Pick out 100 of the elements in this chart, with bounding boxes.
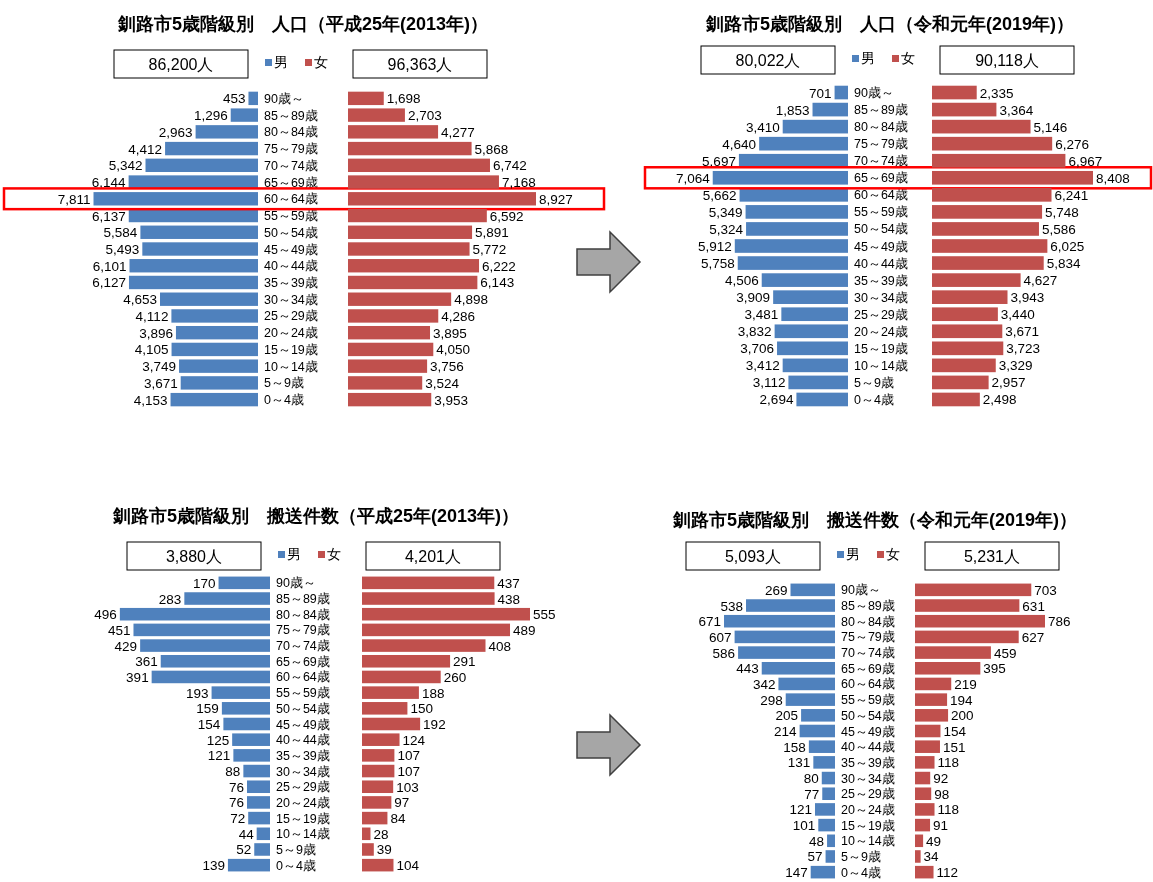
bar bbox=[801, 709, 835, 722]
text: 86,200人 bbox=[148, 56, 214, 73]
y-tick-label: 40～44歳 bbox=[264, 259, 318, 274]
y-tick-label: 5～9歳 bbox=[276, 842, 316, 857]
data-label: 104 bbox=[396, 858, 420, 874]
data-label: 200 bbox=[951, 708, 974, 724]
data-label: 4,506 bbox=[724, 273, 759, 289]
bar bbox=[348, 292, 452, 306]
data-label: 5,697 bbox=[702, 153, 736, 169]
data-label: 3,440 bbox=[1000, 307, 1035, 323]
data-label: 151 bbox=[942, 739, 966, 755]
bar bbox=[781, 307, 848, 322]
y-tick-label: 85～89歳 bbox=[854, 103, 908, 118]
y-tick-label: 30～34歳 bbox=[854, 290, 908, 305]
data-label: 3,410 bbox=[745, 119, 780, 135]
bar bbox=[348, 242, 470, 256]
bar bbox=[362, 843, 374, 856]
data-label: 408 bbox=[488, 638, 512, 654]
y-tick-label: 0～4歳 bbox=[854, 392, 894, 407]
bar bbox=[932, 375, 989, 390]
bar bbox=[230, 108, 258, 122]
data-label: 1,296 bbox=[193, 108, 228, 124]
bar bbox=[362, 623, 511, 637]
bar bbox=[746, 599, 835, 612]
legend-label: 女 bbox=[901, 50, 915, 66]
data-label: 4,898 bbox=[454, 292, 488, 308]
bar bbox=[142, 242, 258, 256]
y-tick-label: 80～84歳 bbox=[841, 614, 895, 629]
bar bbox=[932, 170, 1093, 185]
data-label: 57 bbox=[807, 849, 823, 865]
data-label: 3,896 bbox=[139, 325, 173, 341]
data-label: 5,891 bbox=[475, 225, 509, 241]
bar bbox=[915, 818, 931, 832]
data-label: 586 bbox=[712, 645, 736, 661]
data-label: 6,101 bbox=[92, 258, 127, 274]
y-tick-label: 60～64歳 bbox=[854, 188, 908, 203]
bar bbox=[348, 108, 405, 122]
bar bbox=[232, 733, 270, 746]
data-label: 118 bbox=[937, 755, 960, 771]
y-tick-label: 55～59歳 bbox=[276, 686, 330, 701]
bar bbox=[932, 358, 996, 373]
data-label: 121 bbox=[207, 748, 231, 764]
data-label: 219 bbox=[954, 676, 977, 692]
bar bbox=[932, 324, 1003, 339]
bar bbox=[348, 309, 439, 323]
data-label: 2,957 bbox=[991, 375, 1026, 391]
legend-label: 女 bbox=[314, 54, 328, 70]
data-label: 3,364 bbox=[999, 102, 1034, 118]
data-label: 5,772 bbox=[472, 242, 507, 257]
bar bbox=[813, 756, 835, 769]
bar bbox=[362, 780, 394, 794]
data-label: 3,706 bbox=[740, 341, 775, 357]
data-label: 131 bbox=[787, 755, 811, 771]
data-label: 188 bbox=[421, 685, 445, 701]
bar bbox=[362, 827, 371, 841]
y-tick-label: 20～24歳 bbox=[264, 326, 318, 341]
y-tick-label: 30～34歳 bbox=[264, 292, 318, 307]
data-label: 361 bbox=[135, 654, 158, 670]
bar bbox=[348, 359, 428, 373]
bar bbox=[165, 141, 258, 156]
bar bbox=[932, 256, 1044, 270]
bar bbox=[915, 599, 1020, 612]
bar bbox=[362, 733, 400, 746]
bar bbox=[180, 376, 258, 390]
bar bbox=[133, 623, 270, 637]
text: 80,022人 bbox=[735, 52, 801, 69]
y-tick-label: 25～29歳 bbox=[276, 780, 330, 795]
data-label: 154 bbox=[197, 717, 221, 732]
data-label: 4,277 bbox=[441, 124, 475, 140]
y-tick-label: 20～24歳 bbox=[276, 795, 330, 810]
data-label: 6,276 bbox=[1055, 136, 1089, 152]
bar bbox=[827, 834, 835, 848]
bar bbox=[782, 119, 848, 134]
bar bbox=[362, 607, 530, 621]
y-tick-label: 5～9歳 bbox=[841, 849, 881, 864]
data-label: 1,698 bbox=[386, 91, 421, 107]
data-label: 2,335 bbox=[979, 85, 1014, 101]
data-label: 5,748 bbox=[1045, 204, 1079, 220]
data-label: 631 bbox=[1022, 598, 1045, 614]
y-tick-label: 75～79歳 bbox=[264, 142, 318, 157]
bar bbox=[745, 205, 848, 219]
data-label: 3,481 bbox=[744, 307, 779, 323]
bar bbox=[759, 136, 848, 151]
data-label: 107 bbox=[397, 764, 420, 780]
text: 4,201人 bbox=[404, 548, 462, 565]
bar bbox=[362, 811, 388, 825]
data-label: 4,153 bbox=[133, 392, 168, 408]
bar bbox=[348, 275, 478, 290]
bar bbox=[221, 702, 270, 715]
data-label: 6,222 bbox=[482, 258, 516, 274]
y-tick-label: 20～24歳 bbox=[841, 802, 895, 817]
data-label: 205 bbox=[775, 708, 799, 724]
legend-label: 男 bbox=[846, 546, 860, 562]
data-label: 1,853 bbox=[775, 102, 810, 118]
data-label: 107 bbox=[397, 748, 420, 764]
data-label: 342 bbox=[752, 676, 776, 692]
bar bbox=[782, 358, 848, 373]
y-tick-label: 60～64歳 bbox=[264, 192, 318, 207]
bar bbox=[915, 693, 948, 706]
y-tick-label: 40～44歳 bbox=[841, 740, 895, 755]
